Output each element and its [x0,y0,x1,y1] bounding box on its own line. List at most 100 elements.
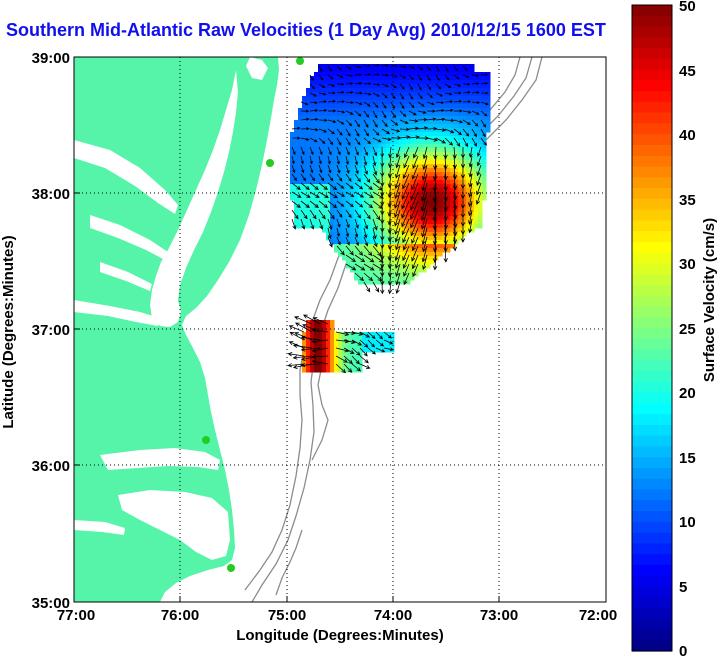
velocity-cell [454,140,459,145]
velocity-cell [354,252,359,257]
velocity-cell [358,272,363,277]
velocity-cell [382,168,387,173]
velocity-arrow [402,164,410,180]
velocity-cell [322,164,327,169]
velocity-arrow [327,173,334,182]
velocity-cell [458,236,463,241]
velocity-cell [406,140,411,145]
velocity-cell [306,168,311,173]
velocity-cell [330,336,335,341]
velocity-cell [370,192,375,197]
velocity-cell [362,348,367,353]
velocity-arrow [343,347,355,354]
velocity-arrow [444,137,454,146]
velocity-cell [390,228,395,233]
velocity-cell [474,128,479,133]
velocity-arrow [480,82,489,85]
velocity-arrow [345,245,354,256]
velocity-cell [458,140,463,145]
velocity-cell [342,136,347,141]
velocity-cell [358,140,363,145]
velocity-cell [370,152,375,157]
velocity-cell [390,248,395,253]
velocity-cell [454,148,459,153]
velocity-cell [478,128,483,133]
velocity-cell [354,212,359,217]
colorbar-segment [632,284,672,297]
velocity-cell [370,124,375,129]
velocity-cell [410,144,415,149]
velocity-cell [386,176,391,181]
velocity-cell [462,64,467,69]
velocity-cell [406,92,411,97]
velocity-cell [378,76,383,81]
velocity-arrow [300,109,310,113]
velocity-cell [462,112,467,117]
velocity-cell [482,176,487,181]
velocity-cell [350,96,355,101]
velocity-cell [458,136,463,141]
velocity-cell [438,68,443,73]
velocity-cell [366,332,371,337]
velocity-cell [442,132,447,137]
velocity-cell [322,184,327,189]
velocity-cell [334,144,339,149]
velocity-cell [314,176,319,181]
velocity-cell [462,188,467,193]
velocity-cell [454,152,459,157]
velocity-cell [378,228,383,233]
velocity-arrow [309,92,317,97]
velocity-cell [310,220,315,225]
velocity-cell [330,128,335,133]
velocity-cell [382,132,387,137]
pamlico-river [74,520,125,535]
velocity-cell [342,200,347,205]
velocity-cell [394,124,399,129]
velocity-cell [394,156,399,161]
velocity-arrow [318,182,328,191]
velocity-cell [354,108,359,113]
velocity-arrow [363,64,371,68]
velocity-cell [398,236,403,241]
velocity-cell [442,192,447,197]
velocity-arrow [327,65,332,72]
velocity-cell [382,96,387,101]
colorbar-segment [632,80,672,92]
velocity-cell [318,72,323,77]
velocity-cell [422,76,427,81]
velocity-cell [382,116,387,121]
velocity-cell [310,164,315,169]
velocity-cell [318,76,323,81]
velocity-arrow [327,227,332,240]
velocity-cell [334,136,339,141]
velocity-cell [370,208,375,213]
velocity-cell [478,176,483,181]
velocity-cell [370,112,375,117]
velocity-cell [350,108,355,113]
velocity-arrow [318,128,328,133]
velocity-cell [482,172,487,177]
velocity-arrow [471,100,481,104]
velocity-cell [418,68,423,73]
velocity-arrow [318,137,326,145]
velocity-cell [446,172,451,177]
velocity-cell [346,252,351,257]
velocity-cell [430,180,435,185]
velocity-cell [350,132,355,137]
velocity-arrow [426,83,432,91]
velocity-cell [342,364,347,369]
velocity-arrow [336,209,343,218]
velocity-cell [378,84,383,89]
velocity-cell [426,232,431,237]
velocity-cell [486,104,491,109]
velocity-cell [434,124,439,129]
velocity-cell [398,140,403,145]
velocity-cell [346,192,351,197]
colorbar-segment [632,338,672,351]
velocity-cell [470,112,475,117]
velocity-cell [298,164,303,169]
velocity-cell [318,64,323,69]
velocity-arrow [435,137,446,144]
velocity-cell [482,192,487,197]
velocity-cell [370,128,375,133]
